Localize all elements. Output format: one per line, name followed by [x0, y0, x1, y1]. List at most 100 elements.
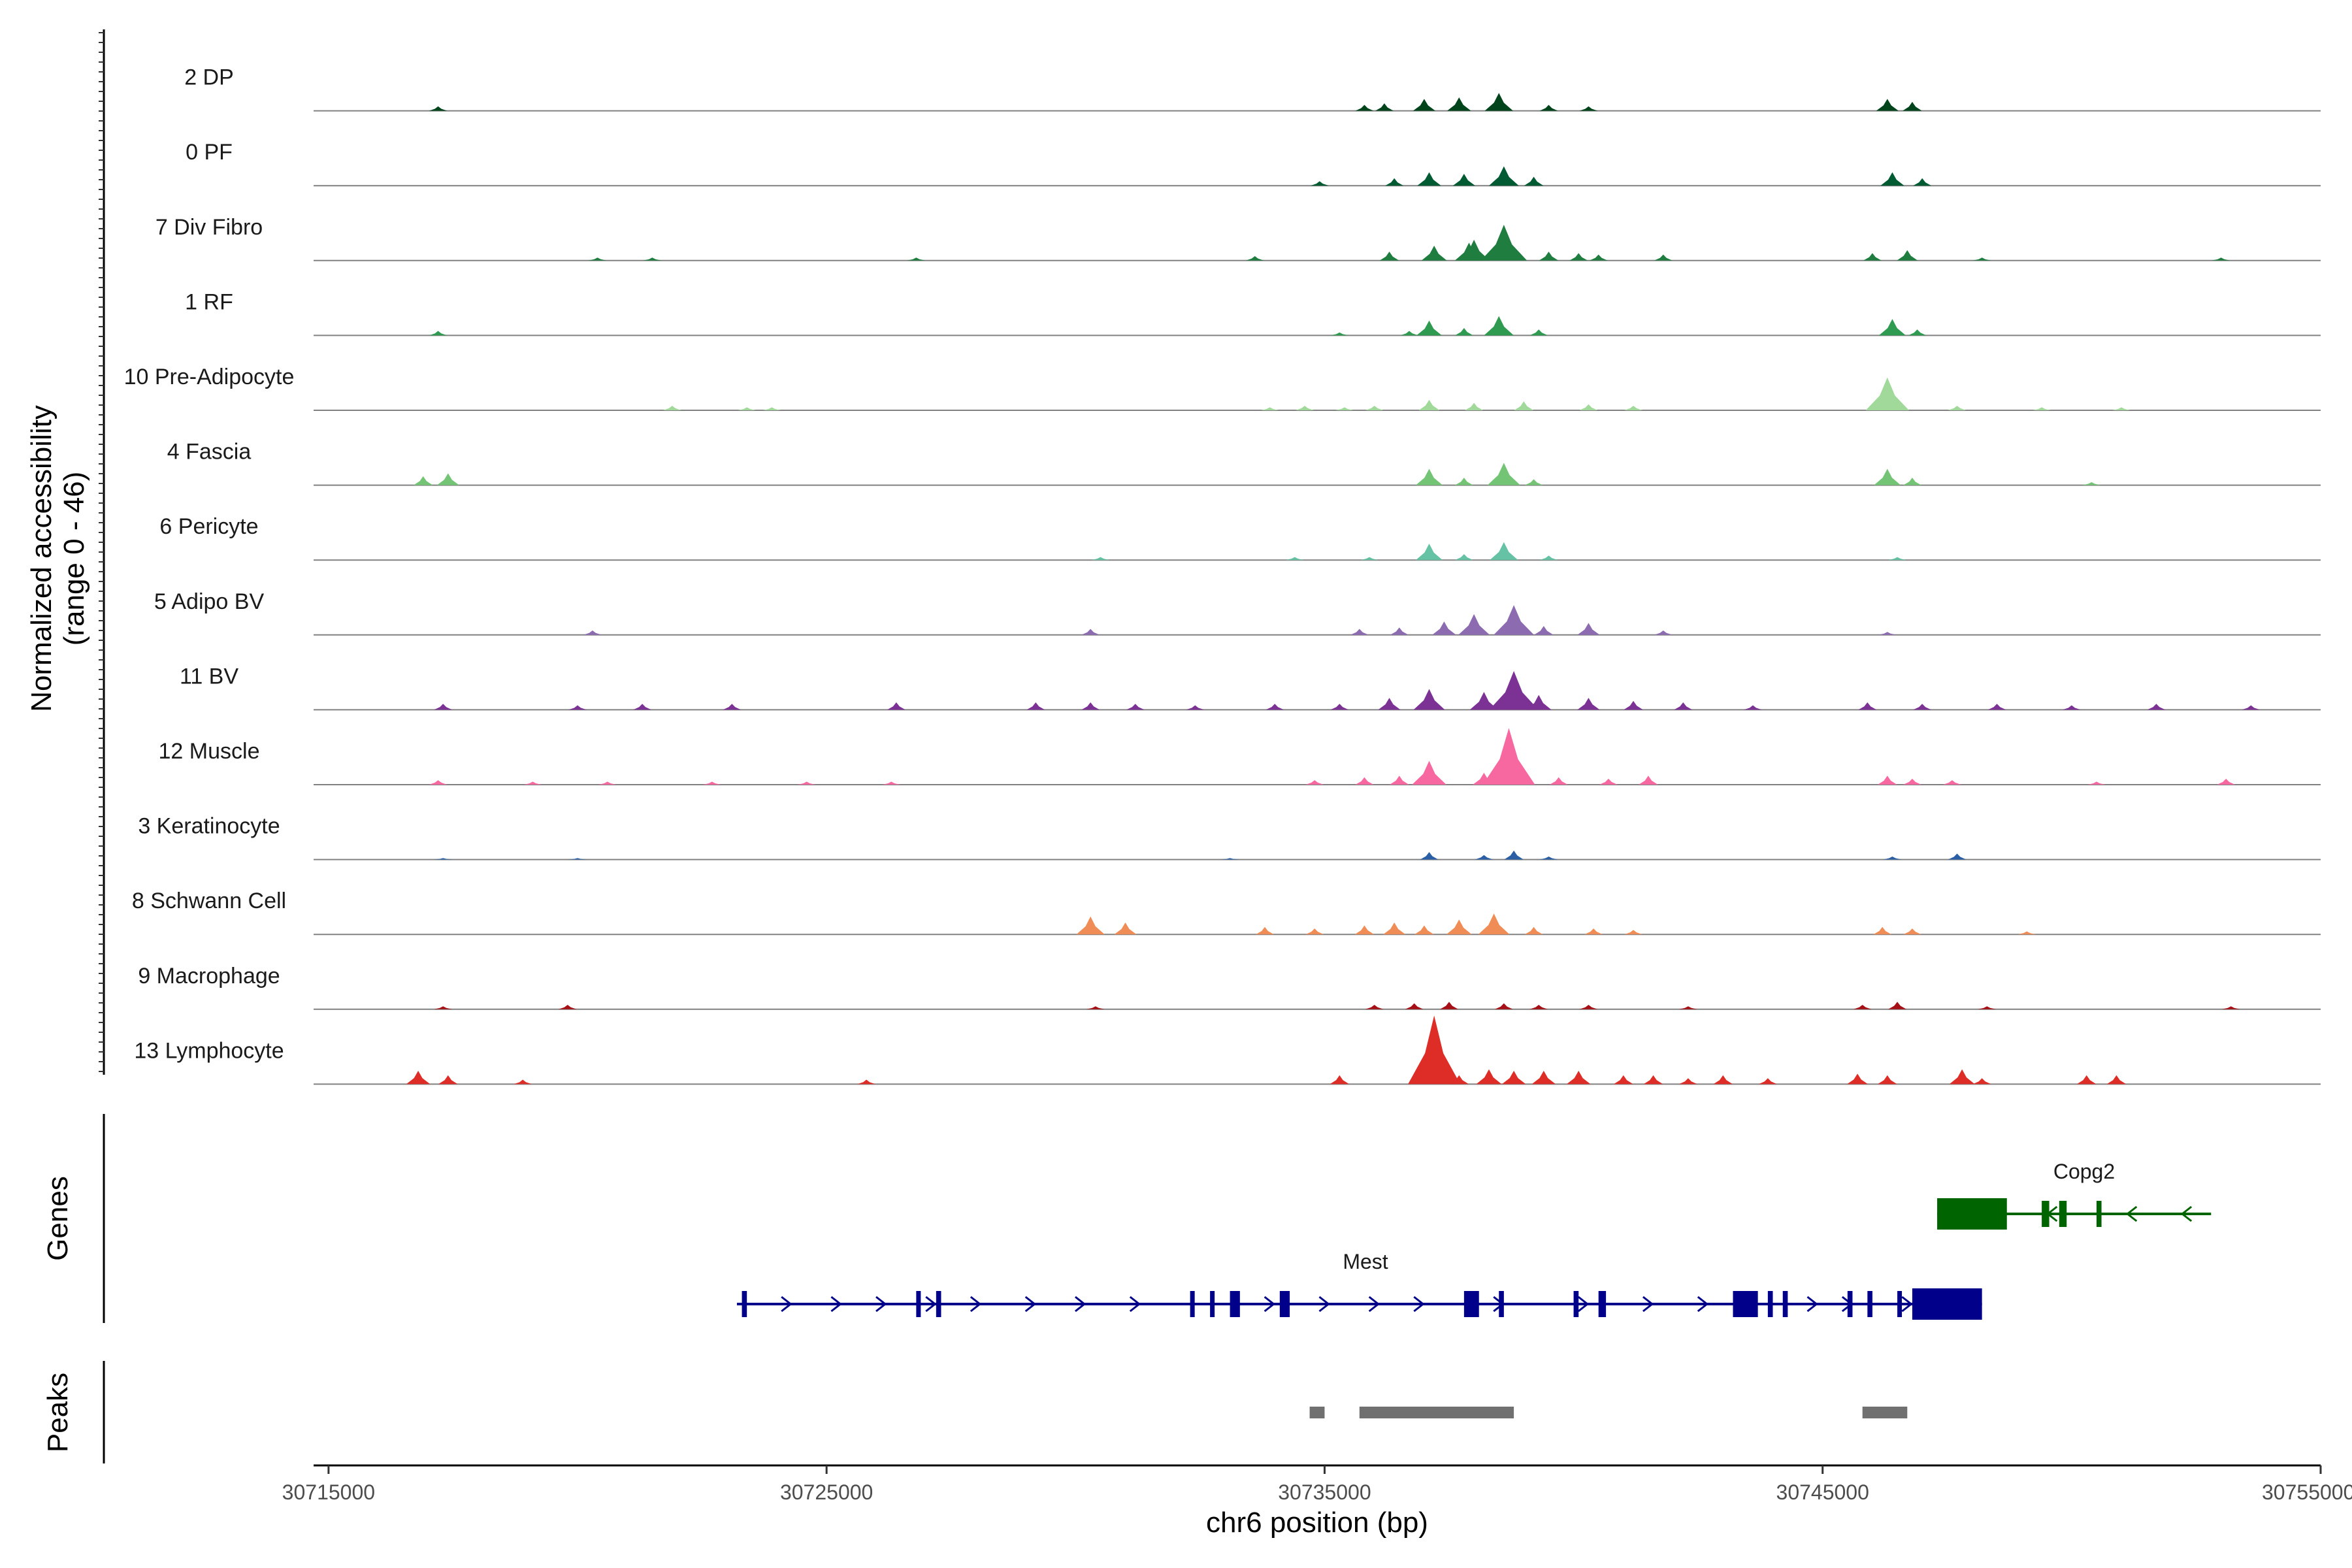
gene-exon	[1190, 1291, 1195, 1317]
coverage-peak	[1335, 407, 1354, 410]
x-tick-label: 30715000	[282, 1480, 375, 1504]
coverage-peak	[568, 858, 587, 860]
coverage-peak	[1489, 166, 1519, 186]
track-10: 12 Muscle	[159, 728, 2321, 785]
gene-name: Copg2	[2053, 1160, 2115, 1183]
coverage-peak	[1400, 331, 1419, 336]
coverage-peak	[1873, 926, 1892, 935]
gene-exon	[1230, 1291, 1240, 1317]
coverage-peak	[1599, 778, 1618, 785]
coverage-peak	[1903, 478, 1921, 485]
coverage-peak	[1878, 319, 1906, 336]
coverage-peak	[1531, 1070, 1556, 1085]
coverage-peak	[1412, 760, 1446, 785]
gene-exon	[1782, 1291, 1788, 1317]
coverage-peak	[1566, 1070, 1591, 1085]
coverage-peak	[1524, 926, 1543, 935]
y-axis-title-line1: Normalized accessibility	[25, 405, 57, 711]
track-4: 1 RF	[185, 289, 2321, 336]
coverage-peak	[1415, 468, 1443, 485]
gene-exon	[916, 1291, 921, 1317]
coverage-peak	[1452, 173, 1476, 186]
coverage-peak	[1383, 922, 1406, 935]
coverage-peak	[1504, 850, 1524, 860]
strand-arrow	[1129, 1296, 1141, 1313]
gene-exon	[1733, 1291, 1758, 1317]
coverage-peak	[523, 781, 542, 785]
coverage-peak	[1091, 557, 1110, 561]
track-label: 9 Macrophage	[138, 964, 280, 988]
coverage-peak	[1888, 557, 1907, 561]
coverage-peak	[2106, 1075, 2127, 1085]
gene-exon	[1767, 1291, 1773, 1317]
strand-arrow	[1074, 1296, 1086, 1313]
coverage-peak	[1260, 407, 1279, 410]
coverage-peak	[1501, 1070, 1526, 1085]
strand-arrow	[1577, 1296, 1590, 1313]
coverage-peak	[1266, 704, 1284, 710]
coverage-peak	[1360, 557, 1379, 561]
y-axis-title-line2: (range 0 - 46)	[58, 472, 90, 646]
coverage-peak	[662, 406, 681, 410]
x-tick-label: 30755000	[2262, 1480, 2352, 1504]
x-axis-ticks: 30715000 30725000 30735000 30745000 30755000	[282, 1465, 2352, 1504]
coverage-peak	[1579, 404, 1598, 410]
coverage-peak	[1458, 613, 1490, 635]
track-label: 12 Muscle	[159, 739, 260, 764]
gene-exon	[2042, 1201, 2050, 1227]
coverage-peak	[1883, 857, 1902, 860]
coverage-peak	[1365, 1004, 1384, 1009]
coverage-peak	[1482, 728, 1535, 785]
coverage-peak	[1454, 327, 1473, 336]
gene-exon	[1463, 1291, 1479, 1317]
coverage-peak	[1432, 621, 1456, 635]
strand-arrow	[1368, 1296, 1380, 1313]
coverage-tracks: 2 DP 0 PF 7 Div Fibro 1 RF 10 Pre-Adipocyte 4…	[124, 65, 2321, 1085]
peak-range	[1862, 1407, 1908, 1418]
coverage-peak	[1220, 858, 1239, 860]
coverage-peak	[1577, 623, 1600, 635]
track-label: 4 Fascia	[167, 440, 252, 465]
track-3: 7 Div Fibro	[155, 215, 2321, 261]
coverage-peak	[1539, 857, 1558, 860]
coverage-peak	[1458, 239, 1490, 261]
coverage-peak	[1874, 468, 1901, 485]
coverage-peak	[1355, 777, 1374, 785]
strand-arrow	[1318, 1296, 1330, 1313]
coverage-peak	[882, 781, 901, 785]
coverage-peak	[1639, 776, 1658, 785]
coverage-peak	[1903, 101, 1922, 111]
track-label: 13 Lymphocyte	[134, 1038, 284, 1063]
coverage-peak	[1285, 557, 1304, 561]
coverage-peak	[1449, 1075, 1469, 1085]
coverage-peak	[1853, 1004, 1872, 1009]
gene-annotations: Copg2 Mest	[736, 1160, 2212, 1320]
coverage-peak	[1903, 778, 1921, 785]
coverage-peak	[1524, 479, 1543, 485]
coverage-peak	[514, 1079, 532, 1085]
coverage-peak	[429, 331, 448, 336]
strand-arrow	[1493, 1296, 1505, 1313]
coverage-peak	[1877, 1075, 1897, 1085]
coverage-peak	[434, 1006, 453, 1009]
coverage-peak	[1245, 255, 1264, 261]
coverage-peak	[1440, 1002, 1459, 1009]
coverage-peak	[2217, 778, 2236, 785]
coverage-peak	[1415, 544, 1443, 561]
coverage-peak	[1613, 1075, 1633, 1085]
coverage-peak	[588, 257, 607, 261]
gene-exon	[2059, 1201, 2067, 1227]
strand-arrow	[2046, 1205, 2058, 1222]
coverage-peak	[1081, 702, 1100, 710]
track-7: 6 Pericyte	[159, 514, 2321, 561]
gene-exon	[936, 1291, 941, 1317]
coverage-peak	[702, 781, 721, 785]
track-6: 4 Fascia	[167, 440, 2321, 486]
gene-name: Mest	[1343, 1250, 1388, 1273]
coverage-peak	[1987, 704, 2006, 710]
gene-exon	[2096, 1201, 2102, 1227]
track-5: 10 Pre-Adipocyte	[124, 365, 2321, 411]
coverage-peak	[1863, 253, 1882, 261]
coverage-peak	[583, 630, 602, 635]
